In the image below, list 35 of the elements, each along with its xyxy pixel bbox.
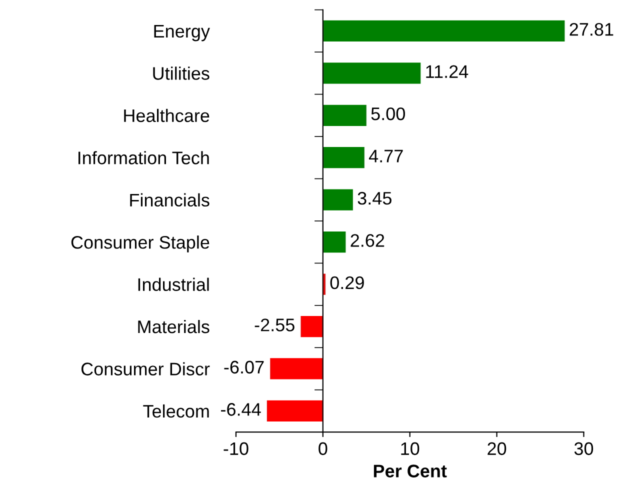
bar	[322, 147, 364, 168]
data-label: -6.07	[224, 360, 264, 374]
bar	[322, 232, 346, 253]
x-tick-label: 30	[574, 442, 594, 456]
y-tick-label: Telecom	[143, 404, 209, 418]
data-label: 0.29	[330, 276, 364, 290]
y-tick-label: Industrial	[138, 278, 209, 292]
y-tick-label: Materials	[138, 320, 210, 334]
data-label: 27.81	[570, 22, 614, 36]
data-label: -2.55	[254, 318, 294, 332]
bar	[270, 358, 323, 380]
x-tick-label: 0	[318, 442, 328, 456]
y-tick-label: Consumer Discr	[81, 362, 210, 376]
bar	[322, 62, 421, 84]
y-tick-label: Energy	[154, 25, 210, 42]
data-label: -6.44	[221, 403, 261, 416]
bar	[266, 400, 323, 422]
x-axis-title: Per Cent	[374, 464, 447, 478]
bar	[300, 316, 323, 338]
y-tick-label: Financials	[130, 193, 210, 207]
data-label: 2.62	[350, 234, 384, 247]
data-label: 5.00	[371, 107, 405, 120]
y-tick-label: Healthcare	[124, 108, 210, 122]
data-label: 11.24	[426, 65, 468, 78]
bar	[322, 189, 353, 210]
data-label: 3.45	[358, 192, 392, 205]
x-tick-label: 10	[401, 442, 420, 456]
y-tick-label: Utilities	[153, 66, 210, 80]
bar	[322, 104, 366, 126]
y-tick-label: Information Tech	[78, 151, 209, 164]
y-tick-label: Consumer Staple	[71, 236, 210, 252]
x-tick-label: 20	[488, 442, 506, 456]
data-label: 4.77	[368, 150, 403, 162]
bar	[322, 20, 565, 42]
x-tick-label: -10	[224, 442, 248, 456]
